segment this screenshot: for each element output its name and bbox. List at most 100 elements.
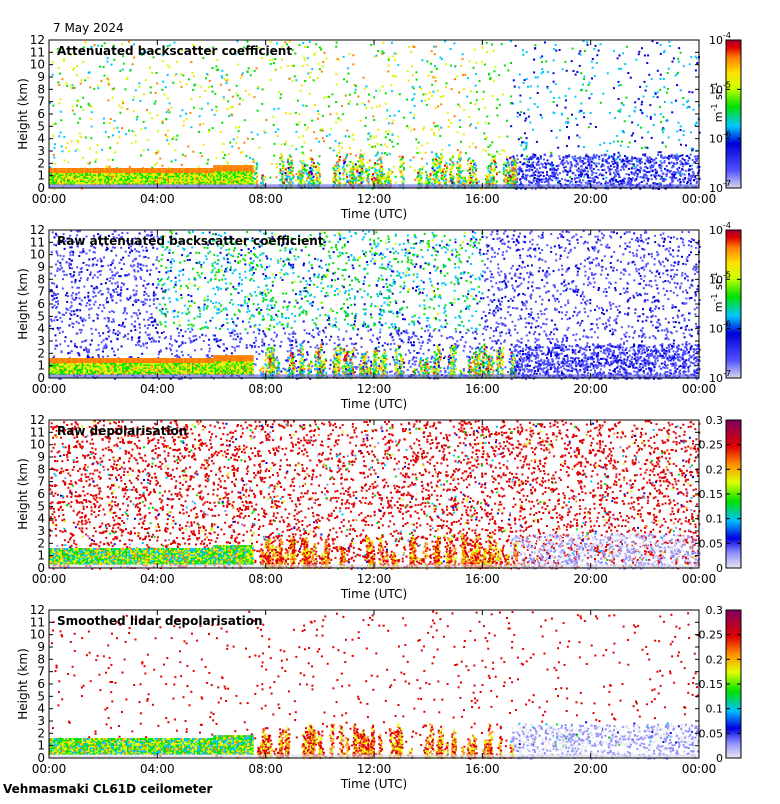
y-tick-label: 3: [37, 714, 45, 728]
colorbar-unit-part: -1: [710, 104, 719, 112]
x-tick-label: 08:00: [248, 382, 283, 396]
y-tick-label: 7: [37, 285, 45, 299]
x-tick-label: 04:00: [140, 192, 175, 206]
y-tick-label: 4: [37, 702, 45, 716]
colorbar-tick-exponent: -7: [723, 369, 731, 378]
x-axis-title: Time (UTC): [340, 397, 407, 411]
colorbar-tick-label: 0: [716, 752, 723, 765]
colorbar-unit-part: -1: [710, 82, 719, 90]
x-axis-title: Time (UTC): [340, 587, 407, 601]
y-tick-label: 6: [37, 107, 45, 121]
panel-title: Raw attenuated backscatter coefficient: [57, 234, 324, 248]
x-tick-label: 20:00: [573, 192, 608, 206]
colorbar: [726, 40, 741, 188]
colorbar-tick-exponent: -7: [723, 179, 731, 188]
y-tick-label: 7: [37, 665, 45, 679]
x-tick-label: 12:00: [357, 762, 392, 776]
y-tick-label: 11: [30, 425, 45, 439]
x-tick-label: 00:00: [32, 192, 67, 206]
x-tick-label: 16:00: [465, 382, 500, 396]
y-tick-label: 10: [30, 248, 45, 262]
x-tick-label: 04:00: [140, 382, 175, 396]
colorbar-unit-part: m: [712, 302, 725, 313]
x-tick-label: 20:00: [573, 762, 608, 776]
y-tick-label: 1: [37, 359, 45, 373]
colorbar-tick-label: 10: [709, 224, 723, 237]
y-tick-label: 10: [30, 58, 45, 72]
x-tick-label: 20:00: [573, 382, 608, 396]
y-tick-label: 2: [37, 726, 45, 740]
y-tick-label: 11: [30, 615, 45, 629]
colorbar-tick-label: 0.25: [699, 439, 724, 452]
x-tick-label: 00:00: [32, 572, 67, 586]
x-tick-label: 00:00: [682, 762, 717, 776]
x-tick-label: 04:00: [140, 762, 175, 776]
x-axis-title: Time (UTC): [340, 207, 407, 221]
x-tick-label: 16:00: [465, 192, 500, 206]
x-tick-label: 16:00: [465, 762, 500, 776]
y-tick-label: 2: [37, 536, 45, 550]
colorbar-tick-exponent: -5: [723, 270, 731, 279]
y-tick-label: 1: [37, 169, 45, 183]
y-tick-label: 5: [37, 689, 45, 703]
colorbar-tick-label: 0.05: [699, 537, 724, 550]
colorbar-tick-exponent: -6: [723, 320, 731, 329]
colorbar-tick-exponent: -4: [723, 31, 731, 40]
y-tick-label: 8: [37, 462, 45, 476]
colorbar-unit-part: -1: [710, 272, 719, 280]
colorbar-unit-part: sr: [712, 279, 725, 293]
y-tick-label: 10: [30, 628, 45, 642]
x-tick-label: 12:00: [357, 382, 392, 396]
y-tick-label: 11: [30, 45, 45, 59]
y-tick-label: 4: [37, 512, 45, 526]
colorbar-tick-label: 10: [709, 34, 723, 47]
panel-title: Attenuated backscatter coefficient: [57, 44, 292, 58]
x-axis-title: Time (UTC): [340, 777, 407, 791]
y-tick-label: 7: [37, 95, 45, 109]
colorbar-tick-label: 10: [709, 323, 723, 336]
y-axis-title: Height (km): [16, 458, 30, 529]
y-tick-label: 11: [30, 235, 45, 249]
y-tick-label: 3: [37, 334, 45, 348]
x-tick-label: 00:00: [32, 762, 67, 776]
y-tick-label: 6: [37, 297, 45, 311]
y-tick-label: 6: [37, 677, 45, 691]
y-axis-title: Height (km): [16, 268, 30, 339]
colorbar-tick-label: 0.3: [706, 604, 724, 617]
y-tick-label: 10: [30, 438, 45, 452]
y-tick-label: 8: [37, 272, 45, 286]
x-tick-label: 16:00: [465, 572, 500, 586]
y-tick-label: 12: [30, 603, 45, 617]
colorbar-tick-label: 10: [709, 133, 723, 146]
colorbar-tick-exponent: -4: [723, 221, 731, 230]
y-tick-label: 12: [30, 33, 45, 47]
colorbar-tick-label: 0.1: [706, 703, 724, 716]
x-tick-label: 08:00: [248, 762, 283, 776]
colorbar-tick-label: 0: [716, 562, 723, 575]
y-tick-label: 1: [37, 549, 45, 563]
colorbar: [726, 230, 741, 378]
x-tick-label: 08:00: [248, 192, 283, 206]
y-tick-label: 5: [37, 499, 45, 513]
panel-title: Raw depolarisation: [57, 424, 187, 438]
colorbar-tick-label: 0.15: [699, 678, 724, 691]
colorbar-unit-part: -1: [710, 294, 719, 302]
colorbar-tick-label: 0.3: [706, 414, 724, 427]
colorbar-unit-part: m: [712, 112, 725, 123]
y-tick-label: 5: [37, 119, 45, 133]
y-tick-label: 1: [37, 739, 45, 753]
colorbar-tick-label: 10: [709, 182, 723, 195]
x-tick-label: 08:00: [248, 572, 283, 586]
date-label: 7 May 2024: [53, 21, 124, 35]
x-tick-label: 00:00: [682, 572, 717, 586]
y-tick-label: 6: [37, 487, 45, 501]
y-tick-label: 9: [37, 70, 45, 84]
colorbar-tick-exponent: -6: [723, 130, 731, 139]
colorbar-tick-exponent: -5: [723, 80, 731, 89]
x-tick-label: 12:00: [357, 572, 392, 586]
y-tick-label: 9: [37, 640, 45, 654]
y-axis-title: Height (km): [16, 648, 30, 719]
